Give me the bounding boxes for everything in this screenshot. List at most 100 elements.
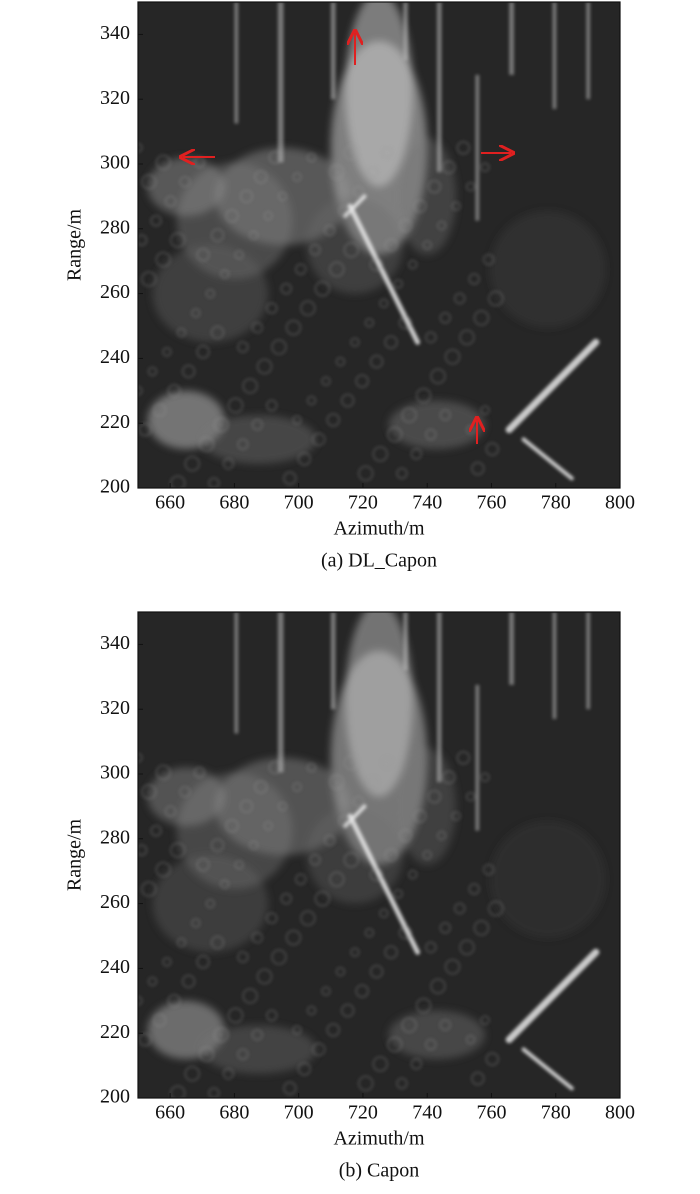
image-ridge [347,813,421,955]
image-speckle [237,1048,249,1061]
image-detail [138,2,600,488]
image-speckle [138,844,148,856]
image-speckle [321,986,331,996]
image-speckle [292,1025,302,1035]
image-streak [475,684,480,831]
image-speckle [407,869,418,880]
y-tick-label: 300 [100,762,130,784]
image-speckle [323,224,336,237]
image-streak [277,612,284,773]
image-speckle [210,325,225,340]
image-speckle [251,1029,264,1041]
image-speckle [283,471,297,486]
image-speckle [482,253,495,266]
image-ridge [347,203,421,345]
image-speckle [453,902,466,915]
image-speckle [386,426,403,443]
image-speckle [297,452,312,466]
image-speckle [456,141,471,155]
image-speckle [451,201,461,211]
image-detail [138,612,600,1098]
image-speckle [468,273,480,285]
image-speckle [415,997,432,1014]
heatmap-image [138,2,620,488]
image-speckle [285,929,302,946]
image-speckle [150,824,162,837]
image-speckle [285,319,302,336]
image-speckle [422,850,432,860]
image-speckle [198,436,215,453]
image-ridge [521,437,574,481]
image-speckle [488,290,504,307]
image-speckle [369,964,384,979]
image-glow [147,2,606,464]
y-tick-label: 300 [100,152,130,174]
image-streak [436,612,442,783]
x-tick-label: 700 [284,492,314,514]
image-speckle [439,312,452,324]
image-speckle [179,786,191,798]
image-speckle [401,1017,417,1033]
image-speckle [237,341,249,353]
image-speckle [444,959,461,975]
image-speckle [384,335,398,349]
image-speckle [280,282,292,295]
image-speckle [309,244,321,256]
image-speckle [480,1015,490,1025]
image-speckle [138,1032,152,1047]
image-speckle [283,1081,297,1096]
image-speckle [465,1034,476,1045]
image-streak [330,2,336,100]
image-speckle [473,310,490,326]
image-speckle [465,181,476,192]
image-speckle [357,465,374,482]
image-speckle [251,931,264,944]
y-axis-label: Range/m [64,208,86,281]
image-speckle [468,883,480,895]
image-speckle [372,1056,388,1072]
image-streak [234,2,239,124]
image-speckle [306,1005,317,1016]
image-speckle [488,900,504,917]
image-speckle [381,146,394,159]
y-tick-label: 220 [100,411,130,433]
image-speckle [459,939,475,956]
image-speckle [184,1065,200,1082]
x-tick-label: 760 [476,1102,506,1124]
image-speckle [413,809,427,823]
image-speckle [482,863,495,876]
image-speckle [485,1052,500,1066]
image-speckle [179,176,191,188]
image-speckle [396,467,408,480]
image-streak [436,2,442,173]
y-tick-label: 240 [100,346,130,368]
image-speckle [138,143,143,153]
image-speckle [357,1075,374,1092]
image-speckle [471,461,485,476]
image-speckle [415,387,432,404]
image-speckle [425,428,437,441]
y-tick-label: 260 [100,891,130,913]
image-speckle [343,852,360,868]
image-speckle [398,828,413,843]
image-speckle [138,753,143,763]
image-speckle [167,994,181,1008]
image-speckle [444,349,461,365]
heatmap-image [138,612,620,1098]
image-speckle [456,751,471,765]
image-speckle [425,1038,437,1051]
image-speckle [155,154,172,171]
x-tick-label: 660 [155,492,185,514]
image-speckle [208,1087,220,1098]
image-speckle [350,947,360,957]
image-speckle [384,238,398,252]
image-speckle [167,384,181,398]
image-blob [200,415,317,464]
image-speckle [227,397,244,414]
image-streak [475,74,480,221]
image-speckle [352,795,365,808]
image-speckle [321,376,331,386]
image-speckle [227,1007,244,1024]
image-speckle [396,1077,408,1090]
image-speckle [335,966,346,977]
